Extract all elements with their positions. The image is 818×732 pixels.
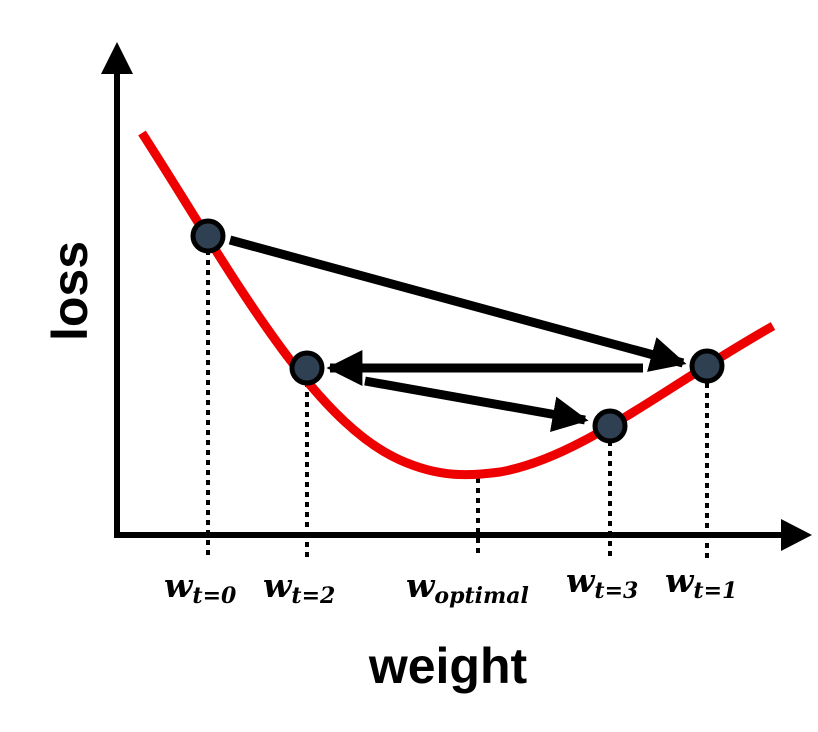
step-arrow-t2-to-t3 [364, 376, 589, 433]
point-t3 [592, 408, 628, 444]
label-w-optimal: woptimal [406, 566, 529, 609]
y-axis-title: loss [42, 241, 98, 341]
x-axis-arrowhead [781, 519, 812, 551]
loss-curve [138, 130, 776, 480]
x-axis-title: weight [368, 638, 528, 694]
weight-points [190, 218, 725, 444]
label-w-t1: wt=1 [665, 561, 737, 604]
guide-lines [206, 250, 709, 558]
label-w-t0: wt=0 [164, 566, 237, 609]
label-w-t3: wt=3 [566, 561, 638, 604]
label-w-t2: wt=2 [263, 566, 335, 609]
point-t2 [289, 350, 325, 386]
step-arrow-t0-to-t1 [228, 235, 687, 372]
step-arrows [228, 235, 687, 433]
point-t0 [190, 218, 226, 254]
point-t1 [689, 348, 725, 384]
y-axis-arrowhead [101, 42, 133, 74]
